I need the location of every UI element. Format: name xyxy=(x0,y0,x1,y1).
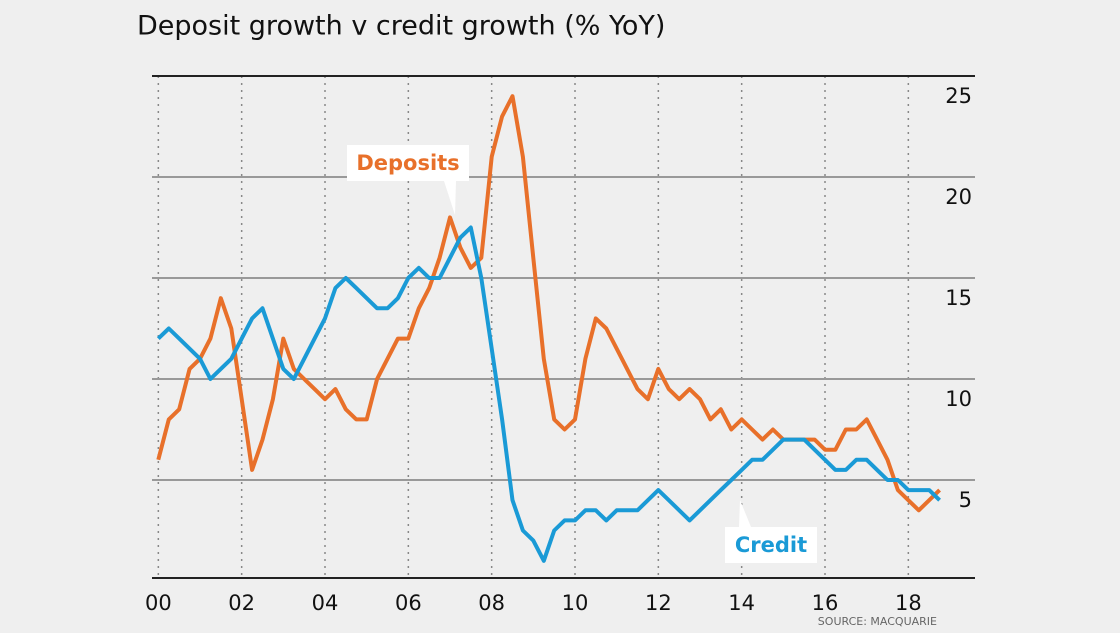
source: SOURCE: MACQUARIE xyxy=(818,615,937,628)
x-tick-label: 00 xyxy=(145,591,172,615)
y-tick-label: 10 xyxy=(945,387,972,411)
x-tick-label: 10 xyxy=(562,591,589,615)
x-tick-label: 06 xyxy=(395,591,422,615)
y-tick-label: 20 xyxy=(945,185,972,209)
y-tick-label: 5 xyxy=(959,488,972,512)
y-tick-label: 15 xyxy=(945,286,972,310)
series-line xyxy=(156,94,941,513)
annotation: Credit xyxy=(735,533,807,557)
annotation-box xyxy=(725,527,817,563)
x-tick-label: 16 xyxy=(812,591,839,615)
x-tick-label: 14 xyxy=(728,591,755,615)
x-tick-label: 08 xyxy=(478,591,505,615)
annotation-box xyxy=(347,145,469,181)
x-tick-label: 02 xyxy=(228,591,255,615)
annotation: Deposits xyxy=(356,151,459,175)
series-line xyxy=(156,225,941,563)
x-tick-label: 04 xyxy=(312,591,339,615)
x-tick-label: 12 xyxy=(645,591,672,615)
annotation-pointer xyxy=(444,181,456,215)
annotation-pointer xyxy=(739,500,751,527)
x-tick-label: 18 xyxy=(895,591,922,615)
y-tick-label: 25 xyxy=(945,84,972,108)
chart-title: Deposit growth v credit growth (% YoY) xyxy=(137,11,665,42)
